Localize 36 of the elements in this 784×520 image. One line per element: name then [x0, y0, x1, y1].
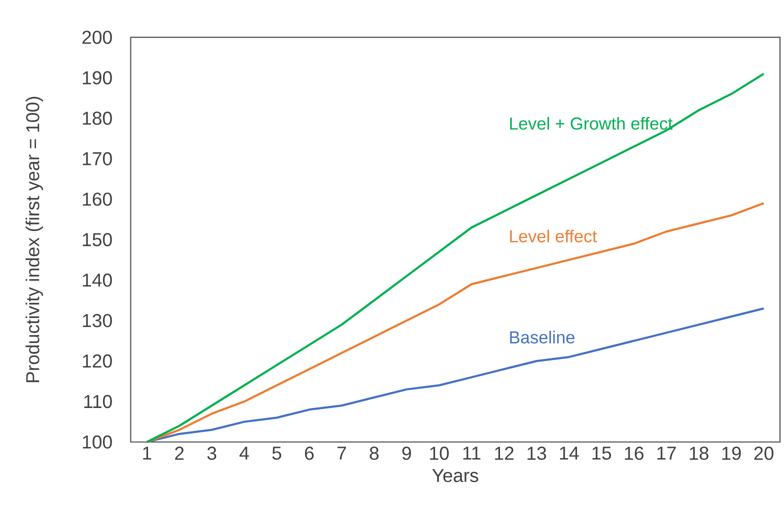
x-tick-label: 8 [370, 446, 379, 460]
series-label: Level + Growth effect [510, 116, 673, 130]
y-tick-label: 170 [82, 152, 112, 166]
x-tick-label: 13 [528, 446, 546, 460]
y-tick-label: 190 [82, 71, 112, 84]
y-tick-label: 130 [82, 314, 112, 328]
x-tick-label: 11 [463, 446, 480, 460]
x-tick-label: 4 [240, 446, 249, 460]
x-tick-label: 3 [207, 446, 216, 460]
x-tick-label: 9 [402, 446, 411, 460]
x-tick-label: 18 [690, 446, 708, 460]
y-tick-label: 180 [82, 112, 112, 125]
y-tick-label: 120 [82, 354, 112, 368]
x-tick-label: 7 [337, 446, 346, 460]
x-tick-label: 20 [754, 446, 774, 460]
y-tick-label: 110 [84, 394, 112, 408]
x-tick-label: 16 [624, 446, 644, 460]
x-tick-label: 10 [430, 446, 449, 460]
x-axis-title: Years [432, 469, 478, 482]
series-label: Baseline [510, 330, 574, 344]
y-tick-label: 160 [82, 192, 112, 206]
x-tick-label: 1 [143, 446, 152, 460]
x-tick-label: 5 [272, 446, 282, 460]
x-tick-label: 2 [175, 446, 184, 460]
x-tick-label: 12 [495, 446, 514, 460]
series-label: Level effect [510, 230, 597, 242]
x-tick-label: 19 [722, 446, 741, 460]
x-tick-label: 15 [592, 446, 612, 460]
x-tick-label: 6 [304, 446, 314, 460]
y-tick-label: 100 [82, 435, 112, 449]
y-tick-label: 200 [82, 30, 112, 44]
y-tick-label: 140 [82, 274, 112, 287]
x-tick-label: 17 [657, 446, 676, 460]
x-tick-label: 14 [560, 446, 579, 460]
y-axis-title: Productivity index (first year = 100) [26, 96, 43, 382]
y-tick-label: 150 [82, 233, 112, 246]
